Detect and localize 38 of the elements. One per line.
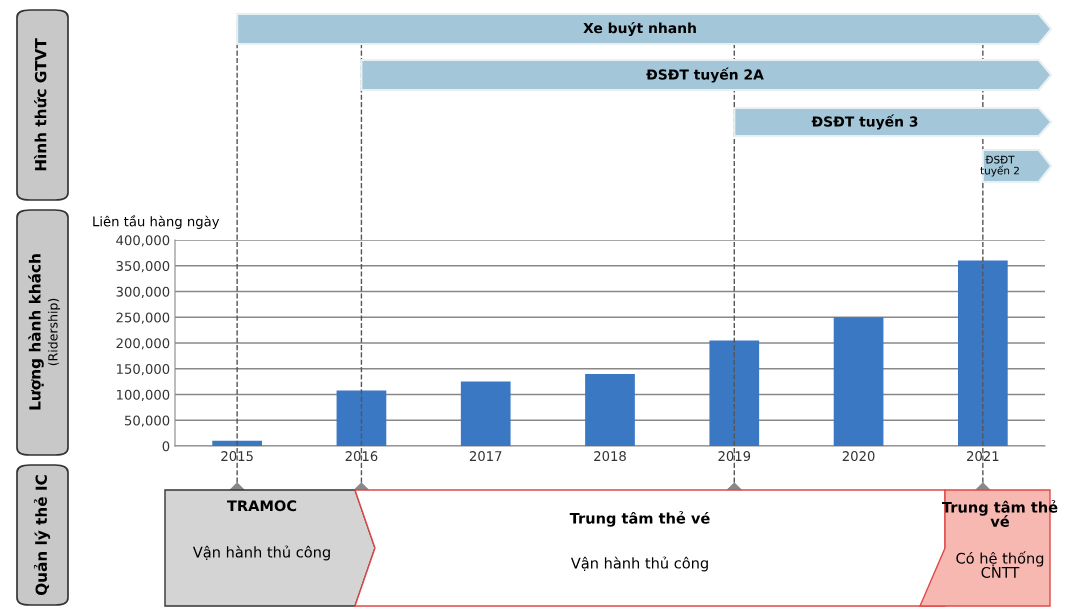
y-tick-label: 250,000 (116, 312, 170, 324)
x-tick-label: 2016 (345, 451, 378, 462)
text: Trung tâm thẻ vé (942, 500, 1058, 527)
x-tick-label: 2020 (842, 451, 875, 462)
x-tick-label: 2017 (469, 451, 502, 462)
bar (709, 340, 760, 446)
bar (336, 390, 387, 446)
y-tick-label: 300,000 (116, 286, 170, 299)
text: ĐSĐT tuyến 2 (980, 155, 1019, 177)
text: Trung tâm thẻ vé (569, 511, 710, 527)
text: Vận hành thủ công (192, 545, 330, 561)
text: Hình thức GTVT (34, 38, 47, 171)
bar (958, 260, 1008, 446)
bar (833, 317, 884, 446)
x-tick-label: 2021 (967, 451, 999, 462)
text: ĐSĐT tuyến 2A (646, 67, 764, 83)
text: Vận hành thủ công (570, 556, 708, 572)
text: Lượng hành khách (28, 254, 44, 410)
y-tick-label: 150,000 (117, 363, 170, 376)
text: Có hệ thống CNTT (956, 551, 1044, 578)
y-tick-label: 0 (162, 441, 170, 452)
y-tick-label: 400,000 (116, 235, 170, 247)
y-axis-title: Liên tầu hàng ngày (93, 215, 220, 229)
x-tick-label: 2018 (594, 451, 626, 462)
text: Quản lý thẻ IC (33, 475, 51, 596)
bar (585, 373, 635, 446)
text: Xe buýt nhanh (583, 21, 696, 37)
bar (460, 381, 511, 446)
y-tick-label: 50,000 (124, 415, 170, 427)
text: TRAMOC (227, 500, 297, 512)
text: (Ridership) (47, 298, 61, 366)
x-tick-label: 2015 (221, 451, 253, 462)
y-tick-label: 350,000 (116, 260, 170, 273)
y-tick-label: 100,000 (117, 389, 170, 402)
bar (212, 440, 262, 446)
y-tick-label: 200,000 (116, 338, 170, 350)
text: ĐSĐT tuyến 3 (811, 114, 918, 130)
x-tick-label: 2019 (718, 451, 751, 462)
